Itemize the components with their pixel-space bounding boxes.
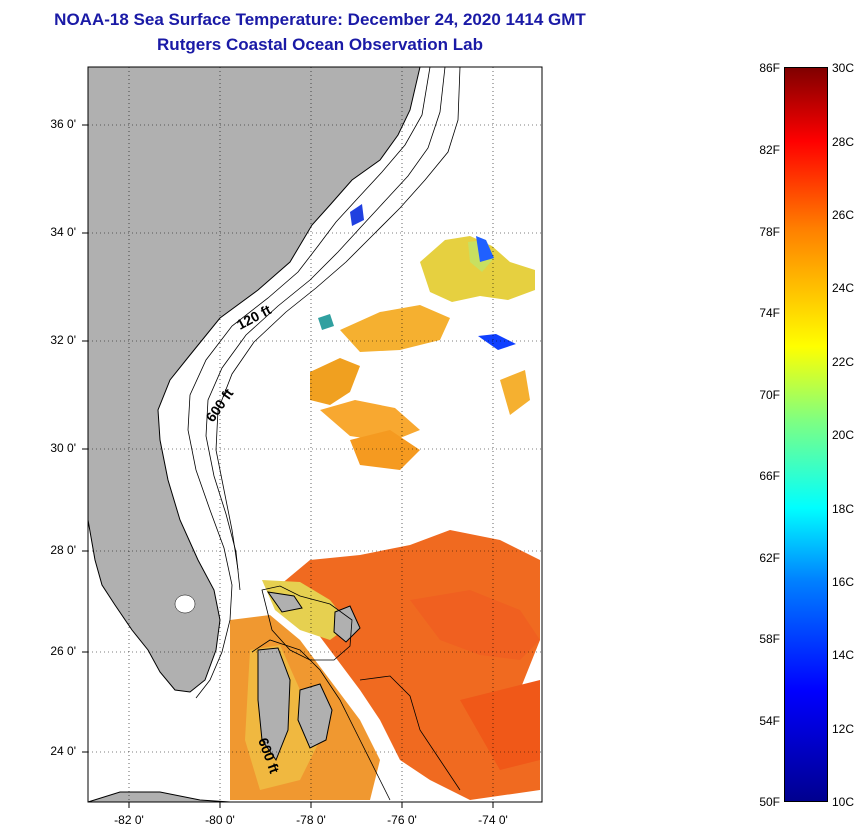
plot-frame [87, 66, 543, 803]
lat-label-30: 30 0' [50, 441, 76, 455]
temperature-colorbar [784, 67, 828, 802]
lat-label-36: 36 0' [50, 117, 76, 131]
cb-label-66f: 66F [759, 469, 780, 483]
cold-patches [318, 204, 516, 350]
cb-label-26c: 26C [832, 208, 855, 222]
cb-label-16c: 16C [832, 575, 855, 589]
cb-label-28c: 28C [832, 135, 855, 149]
lon-label-76: -76 0' [387, 813, 417, 827]
cb-label-54f: 54F [759, 714, 780, 728]
cb-label-18c: 18C [832, 502, 855, 516]
cb-label-12c: 12C [832, 722, 855, 736]
cb-label-24c: 24C [832, 281, 855, 295]
cb-label-78f: 78F [759, 225, 780, 239]
map-title: NOAA-18 Sea Surface Temperature: Decembe… [54, 10, 586, 29]
map-subtitle: Rutgers Coastal Ocean Observation Lab [157, 35, 483, 54]
cb-label-22c: 22C [832, 355, 855, 369]
cb-label-58f: 58F [759, 632, 780, 646]
cb-label-62f: 62F [759, 551, 780, 565]
lat-label-34: 34 0' [50, 225, 76, 239]
cb-label-14c: 14C [832, 648, 855, 662]
axis-ticks [82, 124, 494, 808]
cb-label-82f: 82F [759, 143, 780, 157]
land [87, 66, 421, 803]
lon-label-78: -78 0' [296, 813, 326, 827]
lat-label-26: 26 0' [50, 644, 76, 658]
cb-label-10c: 10C [832, 795, 855, 809]
cb-label-50f: 50F [759, 795, 780, 809]
lon-label-82: -82 0' [114, 813, 144, 827]
lon-label-74: -74 0' [478, 813, 508, 827]
cb-label-74f: 74F [759, 306, 780, 320]
grid-lines [88, 67, 542, 802]
lat-label-32: 32 0' [50, 333, 76, 347]
lon-label-80: -80 0' [205, 813, 235, 827]
cb-label-30c: 30C [832, 61, 855, 75]
cb-label-86f: 86F [759, 61, 780, 75]
cb-label-20c: 20C [832, 428, 855, 442]
cb-label-70f: 70F [759, 388, 780, 402]
bathymetry-contours [187, 66, 461, 801]
lat-label-24: 24 0' [50, 744, 76, 758]
lat-label-28: 28 0' [50, 543, 76, 557]
